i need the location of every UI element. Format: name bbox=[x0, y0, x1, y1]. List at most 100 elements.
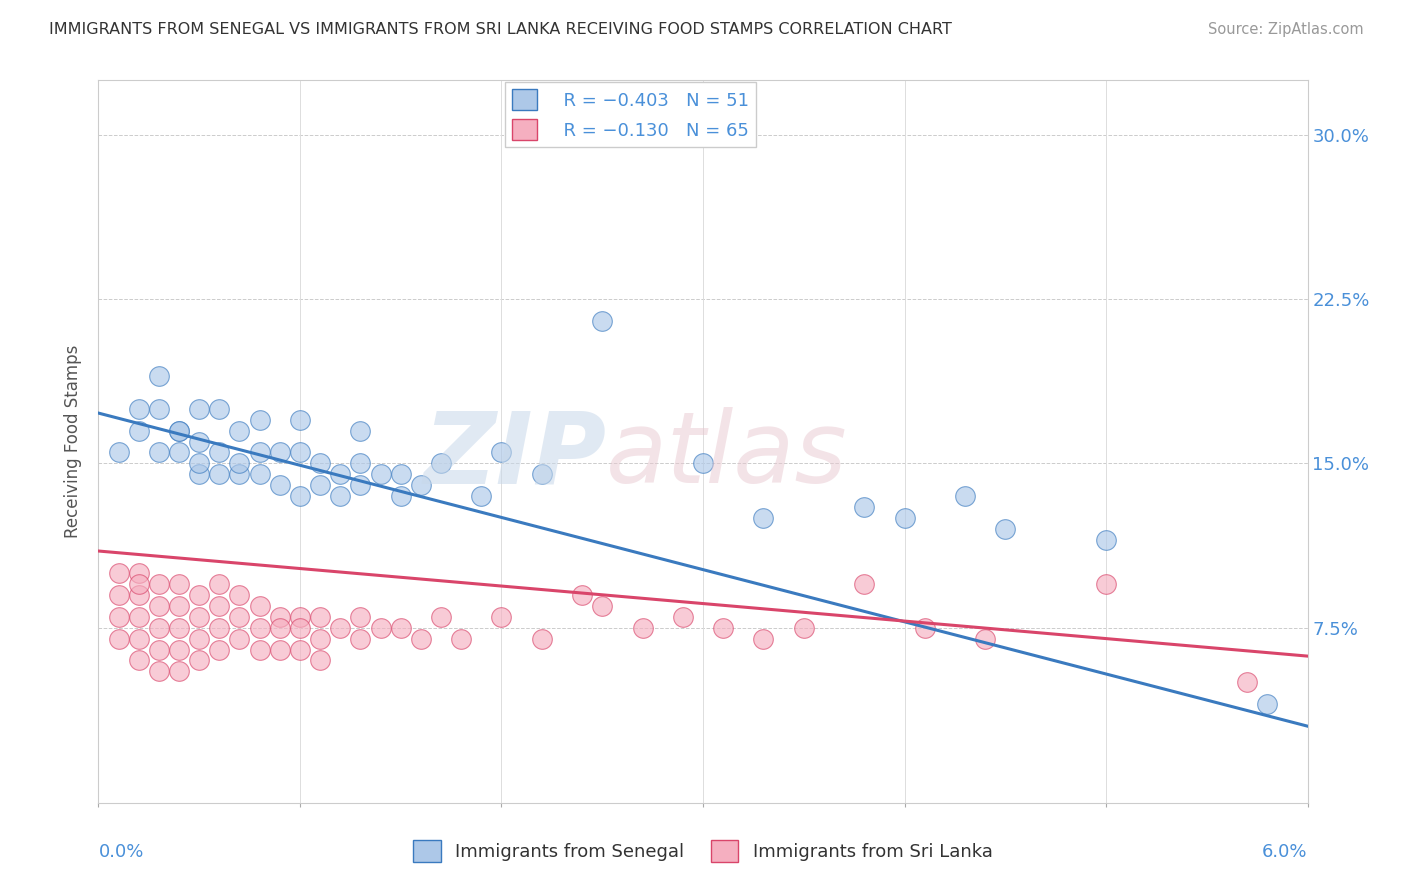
Point bbox=[370, 621, 392, 635]
Point bbox=[329, 467, 352, 482]
Text: atlas: atlas bbox=[606, 408, 848, 505]
Point bbox=[208, 599, 231, 613]
Point bbox=[128, 632, 150, 646]
Point bbox=[349, 424, 371, 438]
Point bbox=[389, 489, 412, 503]
Point bbox=[148, 621, 170, 635]
Point bbox=[1095, 577, 1118, 591]
Point bbox=[793, 621, 815, 635]
Point bbox=[107, 566, 129, 580]
Point bbox=[571, 588, 593, 602]
Point bbox=[269, 642, 291, 657]
Point bbox=[188, 457, 211, 471]
Point bbox=[269, 621, 291, 635]
Point bbox=[188, 434, 211, 449]
Point bbox=[249, 412, 271, 426]
Point bbox=[591, 599, 613, 613]
Point bbox=[692, 457, 714, 471]
Point bbox=[128, 566, 150, 580]
Point bbox=[148, 642, 170, 657]
Point bbox=[349, 478, 371, 492]
Point bbox=[167, 621, 190, 635]
Point bbox=[409, 478, 432, 492]
Point bbox=[148, 401, 170, 416]
Point bbox=[430, 609, 453, 624]
Point bbox=[309, 609, 332, 624]
Point bbox=[269, 478, 291, 492]
Point bbox=[188, 609, 211, 624]
Point bbox=[148, 368, 170, 383]
Point bbox=[128, 588, 150, 602]
Point bbox=[953, 489, 976, 503]
Point bbox=[128, 577, 150, 591]
Point bbox=[148, 665, 170, 679]
Point bbox=[288, 412, 311, 426]
Point bbox=[208, 467, 231, 482]
Point bbox=[188, 467, 211, 482]
Point bbox=[591, 314, 613, 328]
Point bbox=[430, 457, 453, 471]
Point bbox=[107, 632, 129, 646]
Point bbox=[208, 445, 231, 459]
Point bbox=[228, 632, 250, 646]
Point bbox=[672, 609, 695, 624]
Point bbox=[228, 424, 250, 438]
Text: ZIP: ZIP bbox=[423, 408, 606, 505]
Point bbox=[107, 609, 129, 624]
Point bbox=[288, 609, 311, 624]
Point bbox=[329, 621, 352, 635]
Point bbox=[530, 467, 553, 482]
Point bbox=[389, 621, 412, 635]
Point bbox=[228, 457, 250, 471]
Legend: Immigrants from Senegal, Immigrants from Sri Lanka: Immigrants from Senegal, Immigrants from… bbox=[406, 833, 1000, 870]
Point bbox=[309, 478, 332, 492]
Point bbox=[188, 632, 211, 646]
Point bbox=[349, 632, 371, 646]
Point bbox=[349, 609, 371, 624]
Legend:   R = −0.403   N = 51,   R = −0.130   N = 65: R = −0.403 N = 51, R = −0.130 N = 65 bbox=[505, 82, 756, 147]
Point bbox=[228, 467, 250, 482]
Text: IMMIGRANTS FROM SENEGAL VS IMMIGRANTS FROM SRI LANKA RECEIVING FOOD STAMPS CORRE: IMMIGRANTS FROM SENEGAL VS IMMIGRANTS FR… bbox=[49, 22, 952, 37]
Point bbox=[288, 445, 311, 459]
Point bbox=[288, 642, 311, 657]
Point bbox=[208, 577, 231, 591]
Text: 6.0%: 6.0% bbox=[1263, 843, 1308, 861]
Point bbox=[249, 467, 271, 482]
Point bbox=[914, 621, 936, 635]
Point bbox=[1236, 675, 1258, 690]
Point bbox=[188, 653, 211, 667]
Point bbox=[228, 609, 250, 624]
Point bbox=[167, 665, 190, 679]
Point bbox=[188, 401, 211, 416]
Point bbox=[208, 401, 231, 416]
Point bbox=[853, 500, 876, 515]
Point bbox=[167, 424, 190, 438]
Point bbox=[711, 621, 734, 635]
Point bbox=[470, 489, 492, 503]
Point bbox=[1095, 533, 1118, 547]
Point bbox=[188, 588, 211, 602]
Point bbox=[1256, 698, 1278, 712]
Point bbox=[450, 632, 472, 646]
Point bbox=[167, 577, 190, 591]
Point bbox=[249, 621, 271, 635]
Point bbox=[107, 588, 129, 602]
Text: 0.0%: 0.0% bbox=[98, 843, 143, 861]
Point bbox=[288, 621, 311, 635]
Point bbox=[249, 599, 271, 613]
Point bbox=[167, 642, 190, 657]
Point bbox=[228, 588, 250, 602]
Point bbox=[752, 632, 775, 646]
Point bbox=[148, 445, 170, 459]
Point bbox=[208, 642, 231, 657]
Point bbox=[994, 522, 1017, 536]
Point bbox=[167, 424, 190, 438]
Point bbox=[491, 445, 513, 459]
Point bbox=[853, 577, 876, 591]
Text: Source: ZipAtlas.com: Source: ZipAtlas.com bbox=[1208, 22, 1364, 37]
Point bbox=[309, 632, 332, 646]
Point bbox=[409, 632, 432, 646]
Point bbox=[329, 489, 352, 503]
Point bbox=[893, 511, 915, 525]
Point bbox=[269, 609, 291, 624]
